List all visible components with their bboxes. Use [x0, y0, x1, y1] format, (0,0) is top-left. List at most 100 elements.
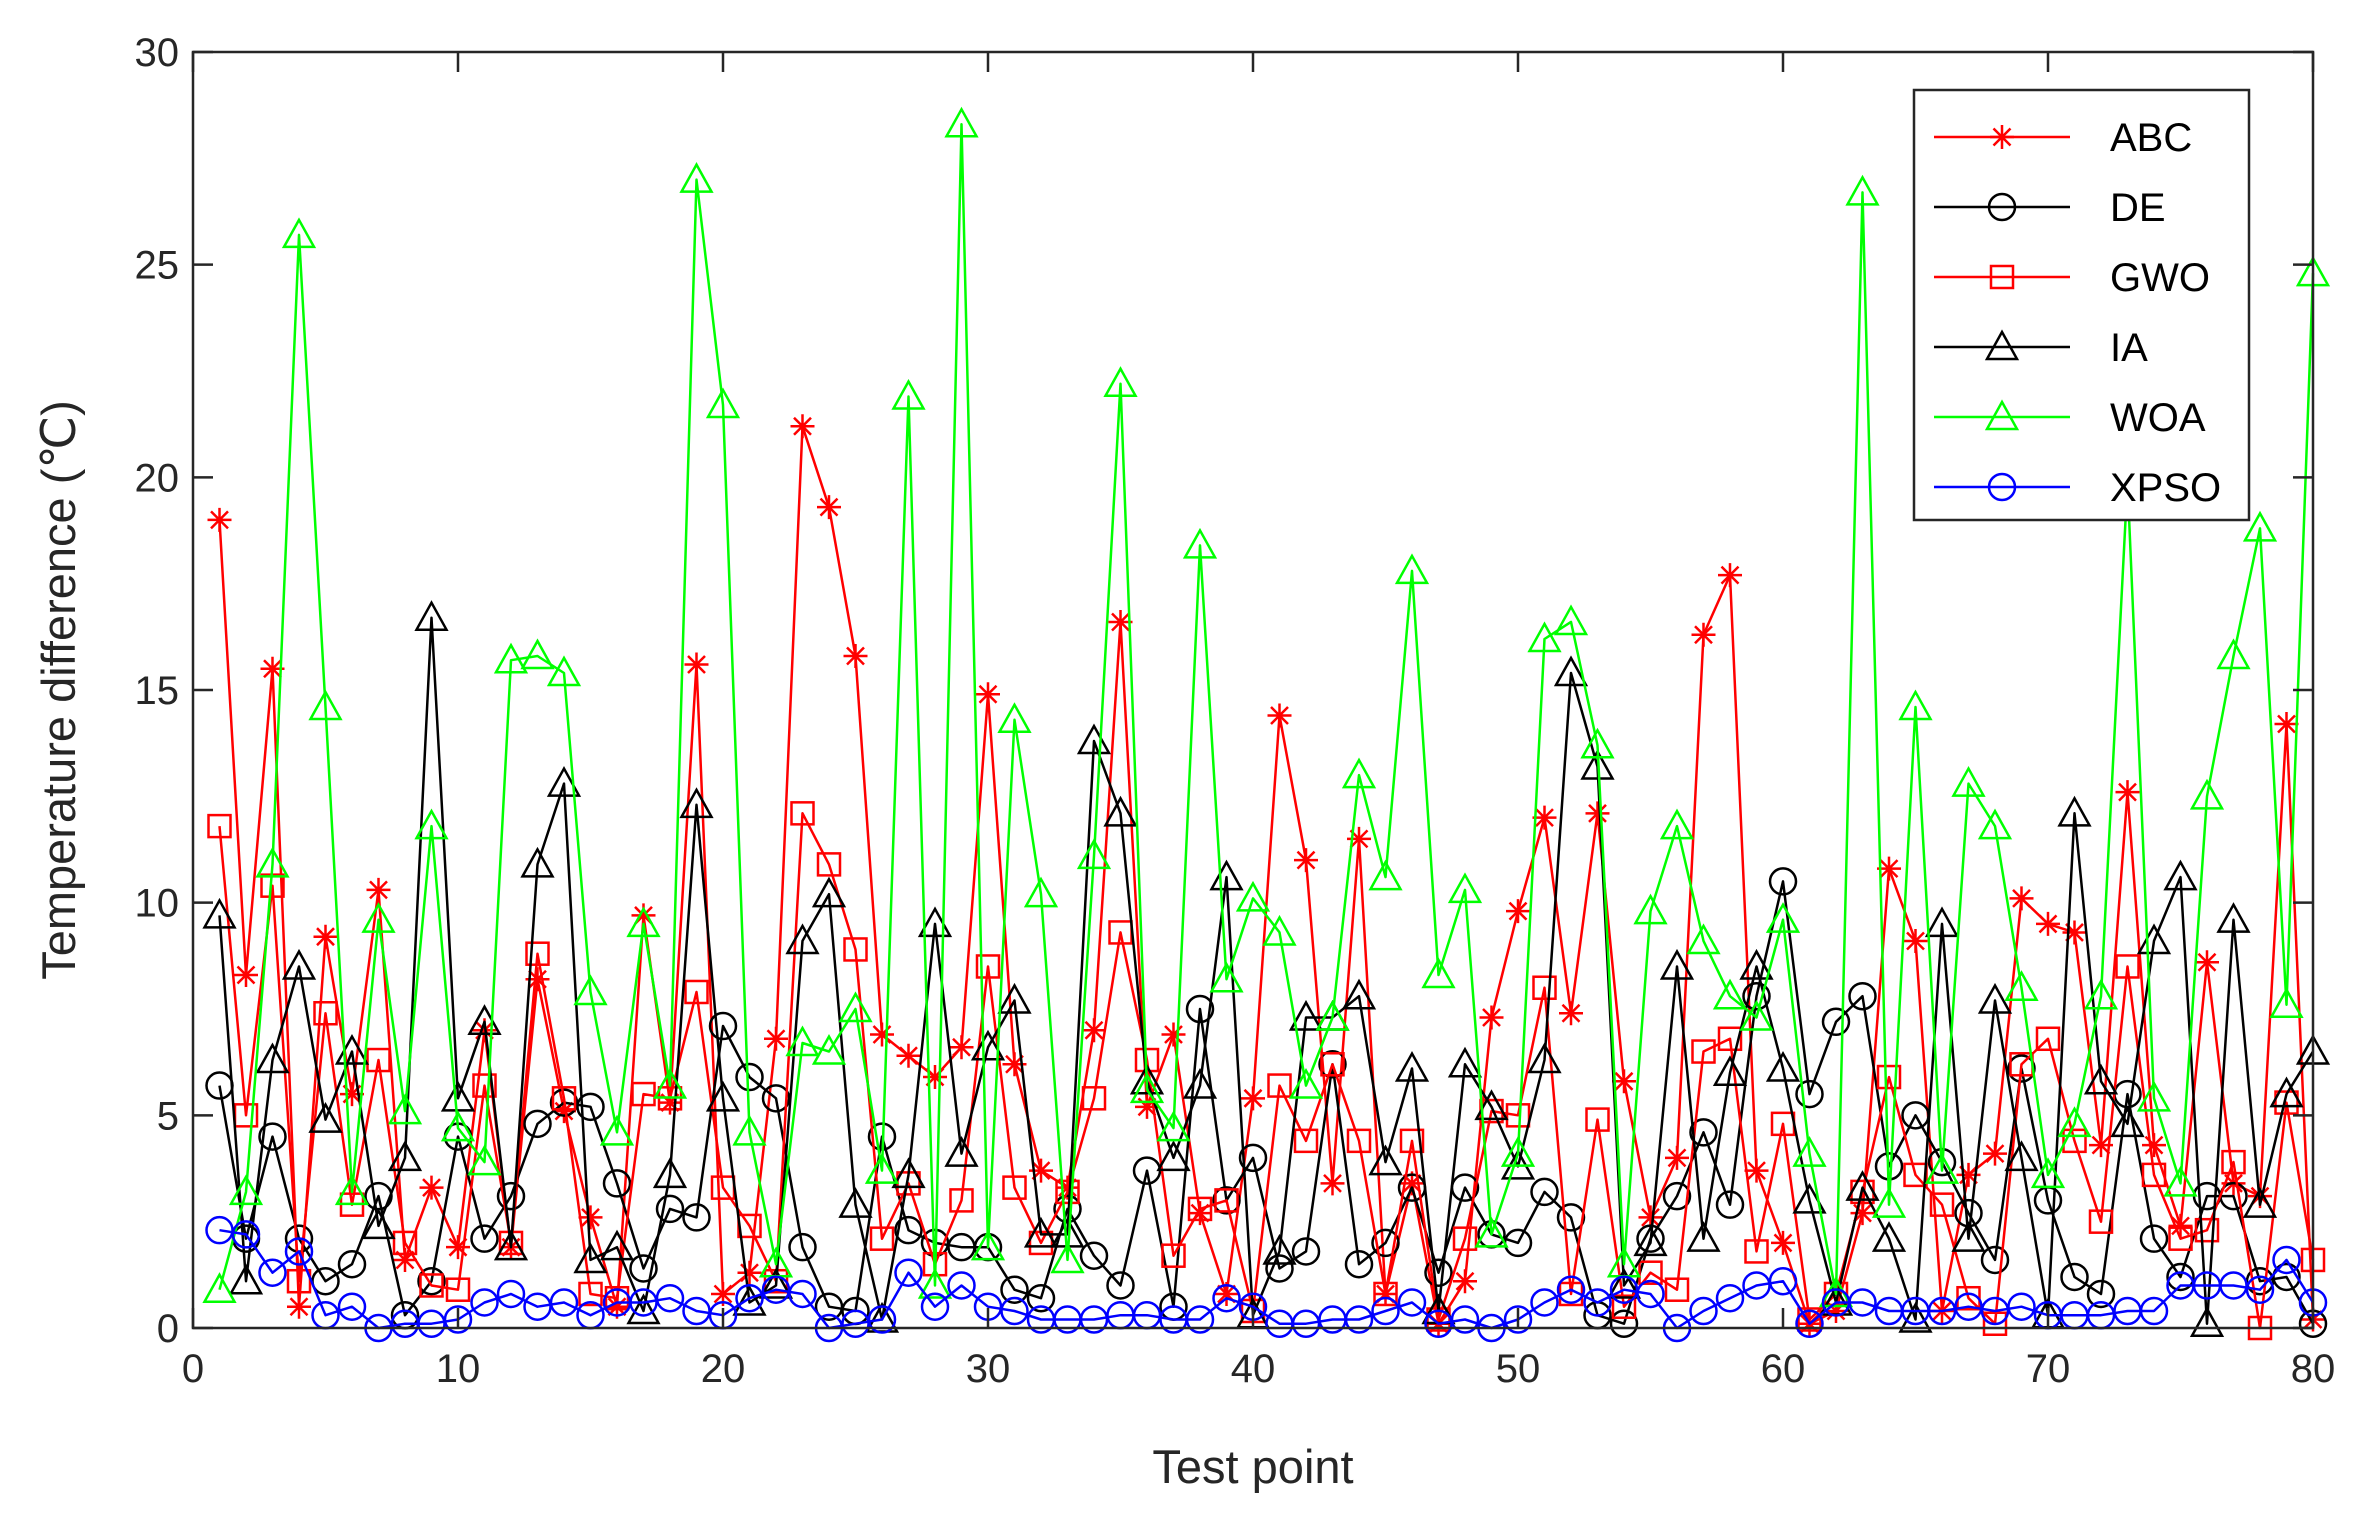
data-point-abc-1 [207, 507, 232, 532]
x-tick-label: 20 [701, 1347, 746, 1391]
data-point-ia-2 [228, 1263, 264, 1295]
legend-label-xpso: XPSO [2110, 466, 2221, 510]
data-point-woa-4 [281, 217, 317, 249]
data-point-abc-70 [2036, 911, 2060, 936]
data-point-de-13 [523, 1109, 552, 1139]
data-point-gwo-34 [1081, 1086, 1107, 1111]
legend-label-woa: WOA [2110, 396, 2206, 440]
data-point-de-58 [1715, 1190, 1745, 1219]
data-point-woa-48 [1447, 872, 1483, 904]
data-point-ia-65 [1898, 1301, 1933, 1333]
data-point-woa-60 [1765, 902, 1801, 933]
data-point-ia-53 [1580, 748, 1615, 780]
data-point-woa-29 [944, 106, 979, 138]
data-point-abc-67 [1956, 1162, 1981, 1187]
data-point-woa-78 [2242, 510, 2278, 542]
data-point-abc-56 [1665, 1145, 1689, 1170]
data-point-abc-10 [446, 1235, 470, 1260]
data-point-woa-58 [1712, 978, 1748, 1010]
data-point-de-3 [258, 1122, 287, 1151]
data-point-de-72 [2086, 1279, 2116, 1309]
data-point-ia-59 [1739, 948, 1774, 980]
data-point-ia-54 [1606, 1267, 1642, 1299]
data-point-abc-68 [1983, 1141, 2007, 1166]
legend-marker-ia [1984, 329, 2020, 361]
data-point-ia-68 [1977, 982, 2013, 1014]
data-point-abc-75 [2168, 1213, 2193, 1238]
series-line-xpso [219, 1228, 2315, 1330]
data-point-woa-57 [1686, 923, 1721, 955]
data-point-abc-23 [790, 414, 815, 439]
data-point-woa-71 [2057, 1106, 2092, 1138]
data-point-xpso-63 [1848, 1288, 1877, 1317]
data-point-woa-44 [1341, 757, 1377, 789]
data-point-abc-65 [1903, 928, 1928, 953]
data-point-abc-41 [1267, 703, 1292, 728]
data-point-woa-20 [705, 387, 741, 419]
data-point-ia-13 [520, 846, 555, 878]
data-point-ia-23 [785, 923, 820, 955]
data-point-abc-29 [949, 1035, 974, 1060]
data-point-gwo-76 [2194, 1217, 2220, 1243]
data-point-abc-52 [1559, 1001, 1583, 1026]
data-point-xpso-55 [1636, 1279, 1665, 1309]
data-point-woa-19 [679, 162, 714, 193]
data-point-ia-31 [997, 982, 1032, 1014]
data-point-xpso-50 [1503, 1305, 1533, 1334]
series-line-de [218, 880, 2315, 1325]
data-point-gwo-26 [869, 1226, 895, 1251]
data-point-xpso-61 [1795, 1309, 1824, 1338]
data-point-de-20 [708, 1011, 738, 1041]
data-point-ia-14 [546, 765, 582, 797]
data-point-ia-29 [944, 1136, 979, 1167]
data-point-gwo-59 [1744, 1239, 1769, 1264]
data-point-woa-21 [732, 1114, 767, 1146]
legend-item-abc: ABC [1934, 116, 2192, 160]
data-point-xpso-74 [2139, 1296, 2169, 1326]
legend-marker-gwo [1989, 264, 2015, 290]
data-point-gwo-19 [684, 979, 709, 1005]
data-point-abc-7 [366, 877, 391, 902]
data-point-gwo-77 [2221, 1149, 2246, 1175]
data-point-abc-64 [1877, 856, 1901, 881]
data-point-abc-69 [2009, 886, 2034, 911]
data-point-gwo-53 [1585, 1107, 1610, 1132]
data-point-de-54 [1609, 1309, 1639, 1338]
data-point-ia-75 [2163, 859, 2198, 891]
legend-marker-abc [1990, 125, 2014, 149]
data-point-ia-48 [1447, 1046, 1483, 1078]
x-tick-label: 70 [2026, 1347, 2071, 1391]
data-point-woa-50 [1500, 1136, 1536, 1167]
legend-marker-de [1987, 192, 2017, 222]
data-point-woa-3 [255, 846, 290, 878]
data-point-woa-72 [2083, 978, 2119, 1010]
data-point-ia-7 [361, 1208, 396, 1240]
data-point-de-11 [470, 1224, 499, 1253]
data-point-abc-73 [2115, 780, 2140, 805]
data-point-de-45 [1371, 1228, 1400, 1258]
data-point-gwo-5 [313, 1001, 338, 1026]
data-point-de-69 [2007, 1054, 2036, 1083]
data-point-abc-8 [393, 1247, 417, 1272]
data-point-ia-49 [1474, 1089, 1509, 1121]
data-point-de-40 [1238, 1143, 1268, 1173]
data-point-xpso-18 [655, 1283, 685, 1313]
data-point-abc-53 [1585, 801, 1610, 826]
data-point-woa-49 [1474, 1216, 1509, 1248]
data-point-xpso-60 [1768, 1266, 1798, 1296]
data-point-de-61 [1795, 1079, 1824, 1109]
data-point-gwo-48 [1452, 1226, 1478, 1251]
legend-marker-xpso [1987, 472, 2017, 502]
data-point-abc-35 [1108, 609, 1133, 634]
data-point-ia-18 [652, 1157, 688, 1189]
data-point-abc-6 [340, 1082, 364, 1107]
data-point-abc-48 [1453, 1269, 1477, 1294]
data-point-abc-58 [1718, 563, 1742, 588]
data-point-woa-33 [1050, 1242, 1085, 1274]
data-point-ia-64 [1871, 1221, 1907, 1252]
data-point-gwo-31 [1002, 1175, 1027, 1200]
data-point-de-62 [1821, 1007, 1851, 1037]
data-point-woa-11 [467, 1144, 502, 1176]
data-point-gwo-39 [1214, 1188, 1239, 1213]
